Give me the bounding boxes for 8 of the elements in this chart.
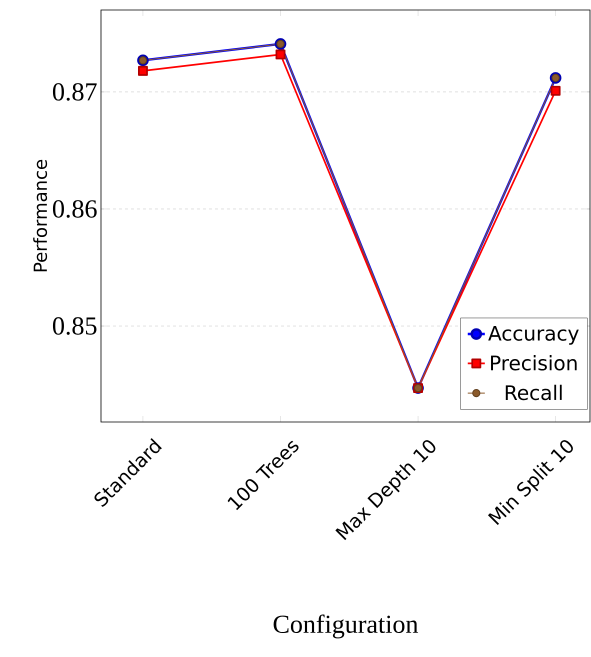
- y-tick-label: 0.86: [52, 200, 97, 218]
- legend-label: Precision: [491, 355, 577, 371]
- y-tick-label: 0.85: [52, 317, 96, 335]
- legend-label: Recall: [506, 384, 562, 400]
- y-axis-title: Performance: [33, 160, 48, 272]
- legend-label: Accuracy: [488, 326, 579, 345]
- y-tick-label: 0.87: [52, 83, 97, 101]
- x-axis-title: Configuration: [274, 614, 418, 638]
